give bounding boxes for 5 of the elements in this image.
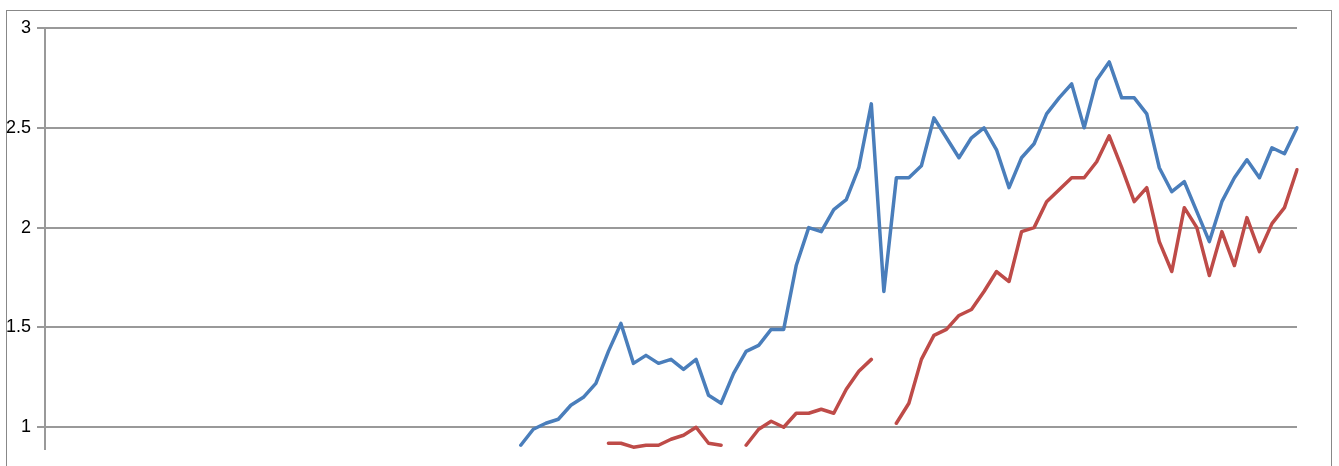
y-tick-label: 3 [21,16,32,37]
y-tick-label: 1 [21,416,32,437]
y-tick-label: 2.5 [5,116,32,137]
y-tick-label: 2 [21,216,32,237]
y-tick-label: 1.5 [5,316,32,337]
